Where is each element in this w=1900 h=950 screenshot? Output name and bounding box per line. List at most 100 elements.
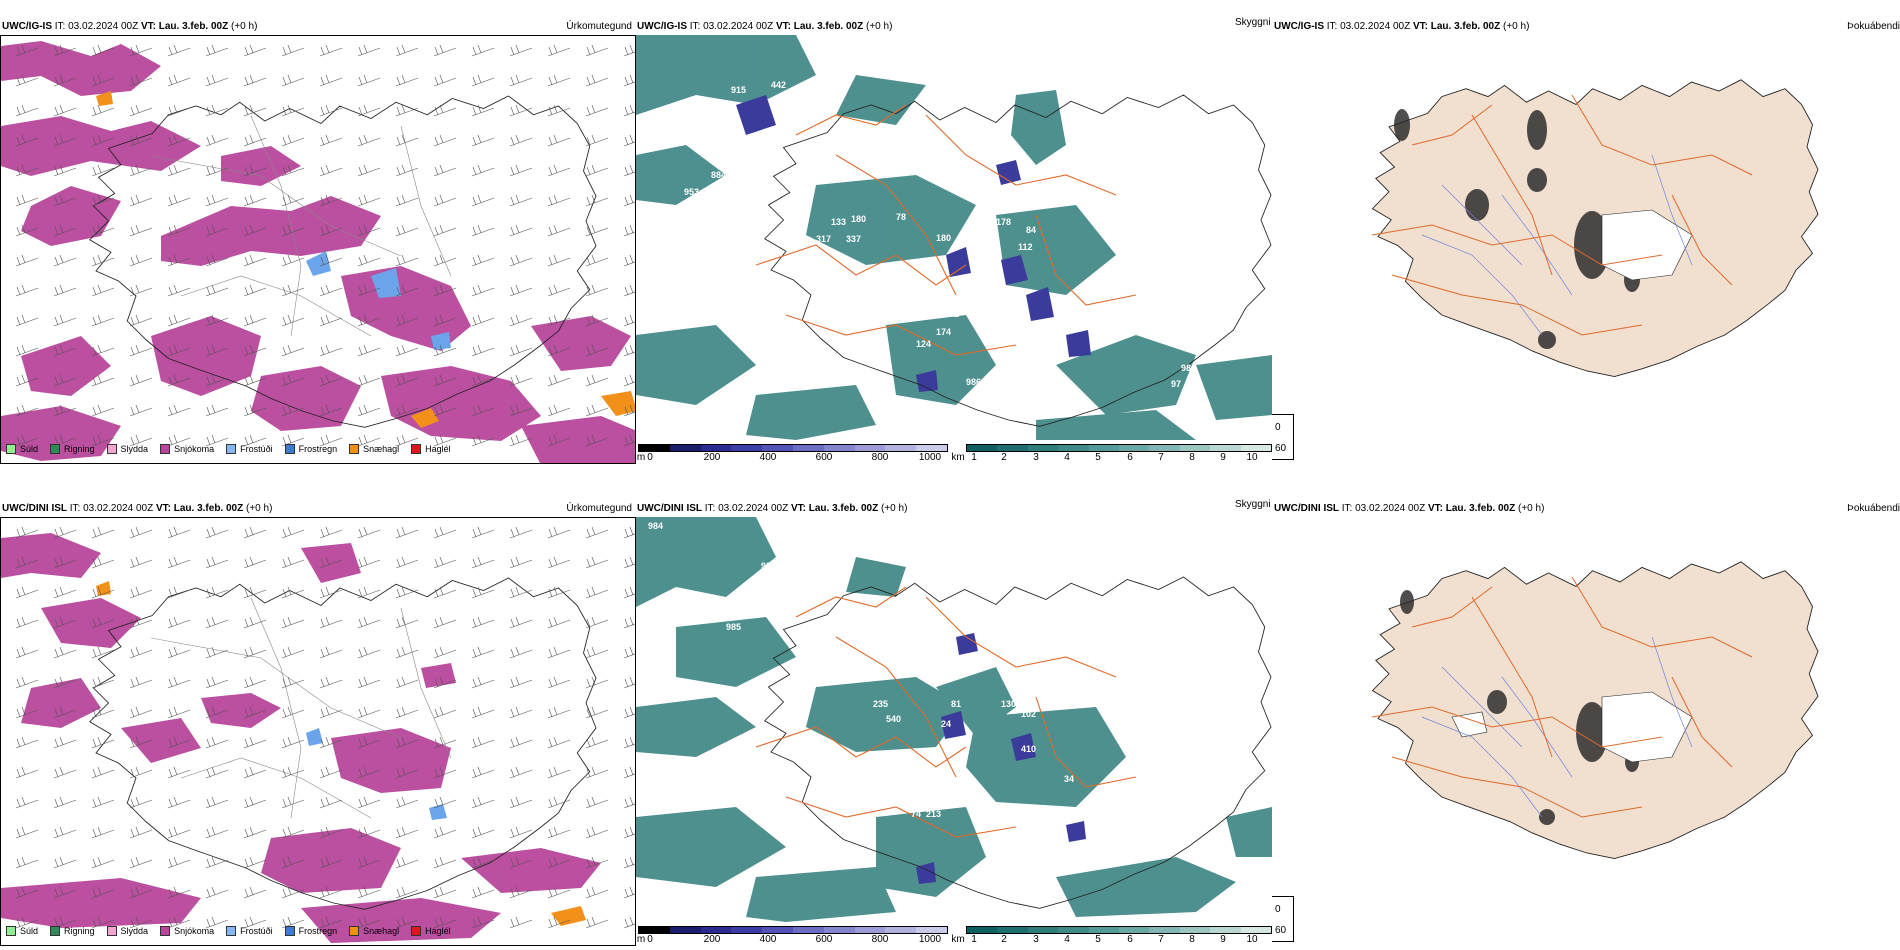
wind-barb bbox=[91, 556, 115, 569]
wind-barb bbox=[623, 284, 635, 297]
wind-barb bbox=[509, 766, 533, 779]
wind-barb bbox=[281, 616, 305, 629]
wind-barb bbox=[319, 646, 343, 659]
wind-barb bbox=[205, 404, 229, 417]
wind-barb bbox=[167, 374, 191, 387]
visibility-value-label: 84 bbox=[1026, 225, 1036, 235]
wind-barb bbox=[205, 374, 229, 387]
wind-barb bbox=[585, 404, 609, 417]
visibility-value-label: 975 bbox=[706, 130, 721, 140]
wind-barb bbox=[205, 74, 229, 87]
wind-barb bbox=[623, 796, 635, 809]
visibility-value-label: 915 bbox=[731, 85, 746, 95]
colorbar-segment bbox=[1149, 445, 1180, 451]
wind-barb bbox=[585, 344, 609, 357]
wind-barb bbox=[205, 646, 229, 659]
wind-barb bbox=[281, 826, 305, 839]
wind-barb bbox=[471, 74, 495, 87]
wind-barb bbox=[53, 526, 77, 539]
wind-barb bbox=[547, 736, 571, 749]
wind-barb bbox=[167, 134, 191, 147]
wind-barb bbox=[471, 646, 495, 659]
wind-barb bbox=[433, 706, 457, 719]
wind-barb bbox=[129, 314, 153, 327]
colorbar-segment bbox=[762, 927, 793, 933]
wind-barb bbox=[623, 314, 635, 327]
wind-barb bbox=[243, 434, 267, 447]
wind-barb bbox=[205, 44, 229, 57]
wind-barb bbox=[585, 104, 609, 117]
wind-barb bbox=[167, 766, 191, 779]
colorbar-segment bbox=[1210, 445, 1241, 451]
colorbar-segment bbox=[1179, 927, 1211, 933]
visibility-value-label: 180 bbox=[936, 233, 951, 243]
wind-barb bbox=[547, 616, 571, 629]
wind-barb bbox=[433, 404, 457, 417]
wind-barb bbox=[623, 556, 635, 569]
visibility-value-label: 144 bbox=[1256, 345, 1271, 355]
wind-barb bbox=[357, 646, 381, 659]
wind-barb bbox=[281, 344, 305, 357]
vis-m-colorbar bbox=[638, 444, 948, 452]
precip-map bbox=[1, 41, 635, 463]
wind-barb bbox=[243, 404, 267, 417]
wind-barb bbox=[281, 44, 305, 57]
wind-barb bbox=[509, 886, 533, 899]
wind-barb bbox=[15, 314, 39, 327]
wind-barb bbox=[281, 284, 305, 297]
wind-barb bbox=[471, 374, 495, 387]
wind-barb bbox=[319, 556, 343, 569]
wind-barb bbox=[623, 616, 635, 629]
wind-barb bbox=[129, 254, 153, 267]
wind-barb bbox=[433, 676, 457, 689]
wind-barb bbox=[623, 194, 635, 207]
wind-barb bbox=[91, 224, 115, 237]
wind-barb bbox=[91, 404, 115, 417]
wind-barb bbox=[357, 404, 381, 417]
wind-barb bbox=[167, 164, 191, 177]
wind-barb bbox=[243, 44, 267, 57]
wind-barb bbox=[395, 646, 419, 659]
wind-barb bbox=[623, 826, 635, 839]
wind-barb bbox=[357, 104, 381, 117]
wind-barb bbox=[395, 676, 419, 689]
wind-barb bbox=[129, 164, 153, 177]
wind-barb bbox=[357, 314, 381, 327]
wind-barb bbox=[91, 916, 115, 929]
wind-barb bbox=[15, 74, 39, 87]
wind-barb bbox=[53, 826, 77, 839]
wind-barb bbox=[91, 284, 115, 297]
visibility-value-label: 540 bbox=[886, 714, 901, 724]
visibility-value-label: 884 bbox=[711, 170, 726, 180]
wind-barb bbox=[623, 44, 635, 57]
wind-barb bbox=[433, 74, 457, 87]
wind-barb bbox=[357, 856, 381, 869]
wind-barb bbox=[205, 766, 229, 779]
wind-barb bbox=[357, 374, 381, 387]
wind-barb bbox=[129, 344, 153, 357]
colorbar-segment bbox=[1240, 927, 1272, 933]
wind-barb bbox=[129, 526, 153, 539]
wind-barb bbox=[509, 736, 533, 749]
wind-barb bbox=[281, 74, 305, 87]
wind-barb bbox=[167, 224, 191, 237]
wind-barb bbox=[623, 344, 635, 357]
legend-item-snaehagl-2: Snæhagl bbox=[349, 926, 399, 936]
wind-barb bbox=[547, 224, 571, 237]
wind-barb bbox=[53, 646, 77, 659]
wind-barb bbox=[585, 856, 609, 869]
vis-km-labels-2: km 1 2 3 4 5 6 7 8 9 10 bbox=[951, 934, 1258, 945]
colorbar-segment bbox=[731, 927, 763, 933]
wind-barb bbox=[623, 104, 635, 117]
wind-barb bbox=[623, 736, 635, 749]
wind-barb bbox=[433, 224, 457, 237]
wind-barb bbox=[281, 104, 305, 117]
wind-barb bbox=[243, 556, 267, 569]
colorbar-segment bbox=[639, 445, 670, 451]
wind-barb bbox=[15, 254, 39, 267]
wind-barb bbox=[167, 434, 191, 447]
wind-barb bbox=[281, 886, 305, 899]
visibility-value-label: 235 bbox=[873, 699, 888, 709]
panel-title-row1-precip: UWC/IG-IS IT: 03.02.2024 00Z VT: Lau. 3.… bbox=[2, 21, 258, 32]
wind-barb bbox=[319, 74, 343, 87]
